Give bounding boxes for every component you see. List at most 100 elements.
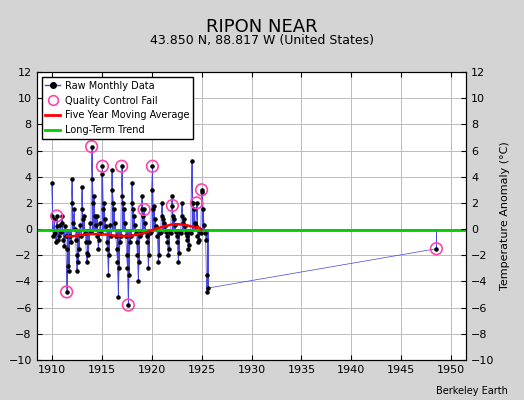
Point [72,236,80,243]
Point [201,230,209,236]
Point [192,200,201,206]
Point [167,230,175,236]
Point [143,239,151,245]
Point [190,206,198,213]
Point [200,222,208,228]
Point [72,268,81,274]
Point [150,202,158,209]
Text: RIPON NEAR: RIPON NEAR [206,18,318,36]
Point [170,216,178,222]
Point [168,202,177,209]
Point [167,193,176,200]
Point [54,236,62,243]
Point [159,216,168,222]
Point [116,239,124,245]
Point [134,278,143,285]
Point [92,222,100,228]
Point [160,219,168,226]
Point [135,259,143,265]
Point [163,239,171,245]
Point [89,200,97,206]
Point [104,272,113,278]
Point [52,213,61,219]
Point [137,193,146,200]
Point [171,222,179,228]
Point [148,163,157,170]
Point [177,230,185,236]
Point [98,163,106,170]
Point [173,239,182,245]
Point [140,206,148,213]
Point [82,239,90,245]
Point [187,230,195,236]
Point [62,289,71,295]
Point [432,246,441,252]
Point [84,252,93,258]
Point [185,242,193,248]
Point [136,232,144,239]
Point [174,259,182,265]
Point [137,230,145,236]
Point [64,262,72,269]
Point [162,232,171,239]
Point [67,239,75,245]
Point [57,228,65,235]
Point [100,200,108,206]
Point [204,285,212,291]
Point [55,232,63,239]
Point [63,246,72,252]
Point [182,232,191,239]
Point [70,206,79,213]
Point [132,230,140,236]
Point [123,252,131,258]
Point [172,232,181,239]
Point [148,163,157,170]
Point [188,158,196,164]
Point [90,193,99,200]
Point [117,163,126,170]
Point [195,228,204,235]
Point [196,230,205,236]
Point [151,223,160,230]
Point [94,246,103,252]
Point [83,250,92,256]
Point [199,206,208,213]
Point [88,176,96,182]
Point [106,222,114,228]
Point [195,236,203,243]
Point [147,187,156,193]
Point [78,206,86,213]
Point [92,213,101,219]
Point [152,226,161,232]
Point [140,206,148,213]
Point [133,252,141,258]
Point [169,213,178,219]
Point [189,200,198,206]
Point [117,232,125,239]
Point [182,230,190,236]
Point [198,189,206,196]
Point [88,144,96,150]
Point [127,180,136,186]
Point [113,246,121,252]
Point [110,206,118,213]
Point [76,222,84,228]
Point [151,216,159,222]
Point [178,200,186,206]
Point [185,228,194,235]
Point [73,252,82,258]
Point [82,259,91,265]
Point [179,219,188,226]
Point [202,289,211,295]
Point [49,232,58,239]
Point [153,232,161,239]
Point [52,239,60,245]
Point [156,230,164,236]
Point [93,232,102,239]
Point [99,206,107,213]
Point [154,259,162,265]
Point [78,184,86,190]
Point [176,228,184,235]
Point [112,232,120,239]
Point [113,259,122,265]
